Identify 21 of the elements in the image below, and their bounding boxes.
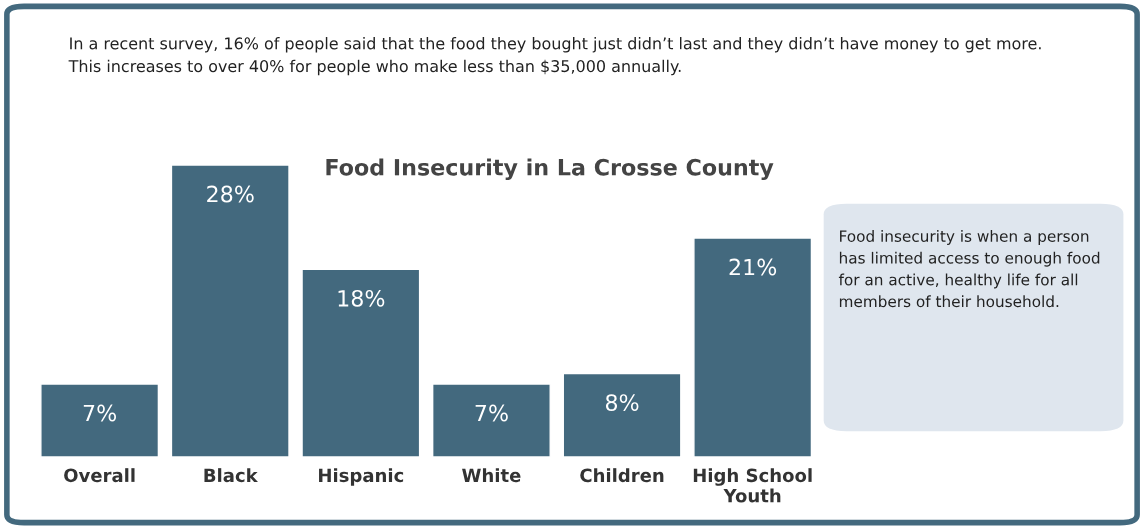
data-label: 7% xyxy=(83,404,117,422)
chart-title: Food Insecurity in La Crosse County xyxy=(326,158,774,181)
bar xyxy=(301,268,421,458)
data-label: 18% xyxy=(338,289,385,307)
bar xyxy=(40,383,160,458)
x-tick-label: Overall xyxy=(64,468,135,483)
bar xyxy=(431,383,551,458)
bar xyxy=(562,372,682,458)
text: Food insecurity is when a person has limited access to enough food for an active, healthy life for all members of their household. xyxy=(838,230,1100,308)
bar xyxy=(170,165,290,458)
data-label: 28% xyxy=(207,185,254,203)
data-label: 7% xyxy=(475,404,508,422)
x-tick-label: Black xyxy=(204,468,258,483)
bar xyxy=(693,237,813,458)
x-tick-label: White xyxy=(462,468,521,483)
x-tick-label: High School Youth xyxy=(693,468,812,503)
data-label: 8% xyxy=(605,394,639,411)
x-tick-label: Children xyxy=(580,468,664,483)
text: In a recent survey, 16% of people said that the food they bought just didn’t last and they didn’t have money to get more. This increases to over 40% for people who make less than $35,000 annually. xyxy=(68,37,1041,76)
data-label: 21% xyxy=(729,258,777,276)
x-tick-label: Hispanic xyxy=(319,468,404,486)
